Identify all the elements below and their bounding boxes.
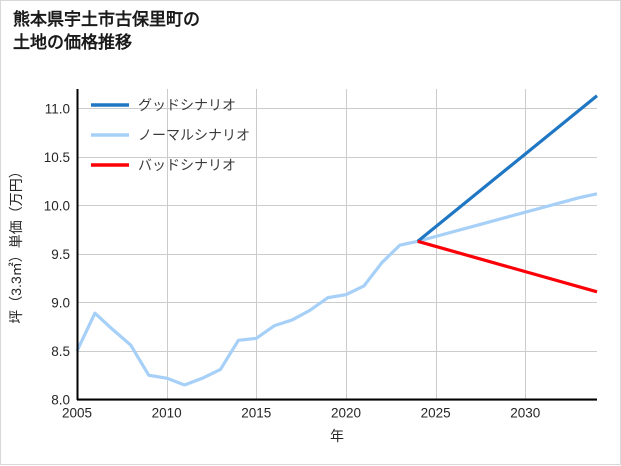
x-tick-label: 2010	[152, 406, 182, 421]
x-tick-label: 2030	[510, 406, 540, 421]
chart-title: 熊本県宇土市古保里町の 土地の価格推移	[13, 10, 200, 52]
y-tick-label: 11.0	[45, 101, 70, 116]
x-tick-label: 2025	[421, 406, 451, 421]
x-tick-label: 2005	[62, 406, 92, 421]
y-tick-labels: 8.0 8.5 9.0 9.5 10.0 10.5 11.0	[44, 101, 70, 407]
y-tick-label: 9.0	[51, 295, 70, 310]
x-tick-label: 2015	[241, 406, 271, 421]
legend-label-normal-scenario: ノーマルシナリオ	[138, 127, 250, 143]
series-line-ノーマルシナリオ	[75, 192, 598, 387]
y-axis-title: 坪（3.3㎡）単価（万円）	[8, 164, 24, 323]
y-tick-label: 10.5	[44, 150, 70, 165]
x-tick-labels: 2005 2010 2015 2020 2025 2030	[62, 406, 540, 421]
y-tick-label: 8.5	[51, 344, 70, 359]
y-tick-label: 10.0	[44, 198, 70, 213]
legend-label-bad-scenario: バッドシナリオ	[138, 157, 236, 173]
y-tick-label: 9.5	[51, 247, 70, 262]
x-axis-title: 年	[330, 428, 344, 444]
legend-label-good-scenario: グッドシナリオ	[138, 97, 236, 113]
axis-spines	[76, 89, 597, 401]
y-tick-label: 8.0	[51, 393, 70, 408]
series-group	[75, 94, 599, 387]
series-line-グッドシナリオ	[416, 94, 599, 243]
x-tick-label: 2020	[331, 406, 361, 421]
series-line-バッドシナリオ	[417, 239, 598, 294]
